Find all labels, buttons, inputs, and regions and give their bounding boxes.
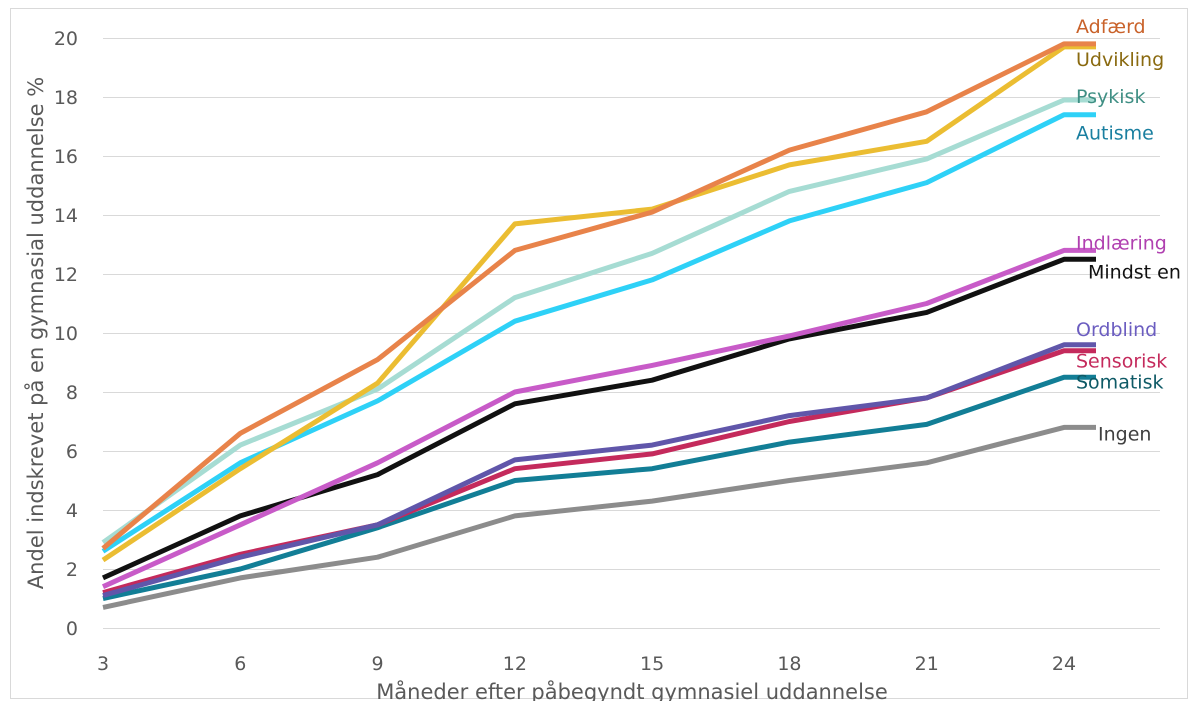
x-tick-label: 15: [640, 653, 664, 675]
series-label: Somatisk: [1076, 371, 1163, 393]
series-label: Ordblind: [1076, 319, 1157, 341]
y-tick-label: 18: [54, 87, 78, 109]
y-tick-label: 2: [66, 559, 78, 581]
y-axis-title: Andel indskrevet på en gymnasial uddanne…: [23, 77, 48, 589]
x-axis-title: Måneder efter påbegyndt gymnasiel uddann…: [376, 679, 888, 701]
y-tick-label: 20: [54, 28, 78, 50]
x-tick-label: 9: [372, 653, 384, 675]
series-labels: Adfærd Udvikling Psykisk Autisme Indlæring Mi…: [1076, 16, 1181, 445]
series-label: Sensorisk: [1076, 351, 1167, 373]
series-label: Indlæring: [1076, 232, 1167, 254]
y-tick-label: 8: [66, 382, 78, 404]
series-line: [101, 44, 1096, 563]
x-tick-label: 6: [234, 653, 246, 675]
series-line: [101, 247, 1096, 589]
series-lines: [101, 41, 1096, 610]
y-tick-label: 16: [54, 146, 78, 168]
x-tick-label: 3: [97, 653, 109, 675]
series-line: [102, 424, 1096, 610]
y-tick-label: 6: [66, 441, 78, 463]
x-tick-label: 18: [777, 653, 801, 675]
series-line: [102, 374, 1096, 601]
series-line: [101, 97, 1096, 545]
x-axis-ticks: 3 6 9 12 15 18 21 24: [97, 653, 1076, 675]
chart-frame: [10, 8, 1188, 699]
series-label: Ingen: [1098, 423, 1151, 445]
series-label: Adfærd: [1076, 16, 1146, 38]
y-tick-label: 12: [54, 264, 78, 286]
x-tick-label: 24: [1052, 653, 1076, 675]
series-label: Autisme: [1076, 123, 1154, 145]
series-line: [102, 342, 1096, 598]
y-tick-label: 14: [54, 205, 78, 227]
series-label: Psykisk: [1076, 86, 1145, 108]
x-tick-label: 12: [503, 653, 527, 675]
gridlines: [103, 38, 1160, 629]
y-tick-label: 0: [66, 618, 78, 640]
series-line: [101, 41, 1096, 551]
y-tick-label: 4: [66, 500, 78, 522]
y-tick-label: 10: [54, 323, 78, 345]
x-tick-label: 21: [915, 653, 939, 675]
series-label: Udvikling: [1076, 49, 1164, 71]
y-axis-ticks: 0 2 4 6 8 10 12 14 16 18 20: [54, 28, 78, 640]
series-label: Mindst en: [1088, 261, 1181, 283]
